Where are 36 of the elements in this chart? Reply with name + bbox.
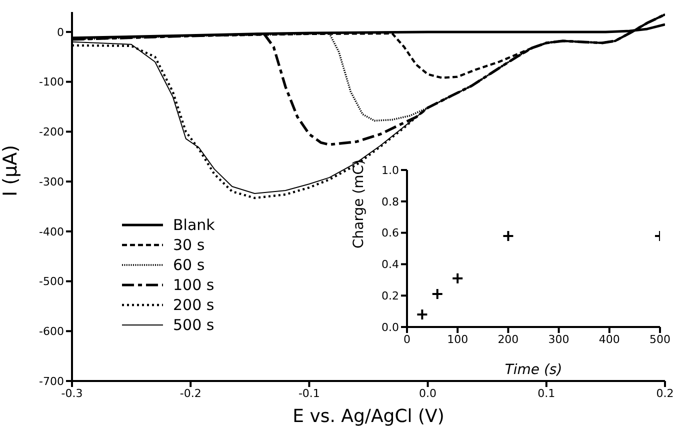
legend-label: 60 s	[173, 255, 205, 275]
y-tick-label: 0.0	[382, 320, 399, 334]
y-tick-label: -100	[39, 76, 64, 89]
x-tick-label: 0.2	[656, 386, 674, 400]
x-tick-label: -0.2	[180, 386, 202, 400]
x-tick-label: 300	[548, 332, 570, 346]
y-tick-label: -500	[39, 275, 64, 288]
x-tick-label: 400	[598, 332, 620, 346]
x-axis-title: Time (s)	[504, 362, 562, 378]
y-tick-label: 0.6	[382, 226, 399, 240]
y-tick-label: 0.4	[382, 258, 399, 272]
x-tick-label: 100	[447, 332, 468, 346]
x-tick-label: -0.3	[61, 386, 83, 400]
y-tick-label: 1.0	[382, 164, 399, 177]
y-tick-label: -600	[39, 325, 64, 338]
y-tick-label: 0	[57, 26, 64, 39]
y-tick-label: -700	[39, 374, 64, 388]
x-tick-label: 0.0	[419, 386, 437, 400]
y-tick-label: -200	[39, 126, 64, 139]
x-tick-label: -0.1	[298, 386, 320, 400]
x-tick-label: 200	[498, 332, 519, 346]
y-tick-label: -300	[39, 175, 64, 188]
legend-label: 30 s	[173, 235, 205, 255]
y-axis-title: I (µA)	[0, 144, 22, 196]
legend-label: 100 s	[173, 275, 214, 295]
y-axis-title: Charge (mC)	[350, 159, 367, 248]
legend-label: 500 s	[173, 315, 214, 335]
x-axis-title: E vs. Ag/AgCl (V)	[292, 406, 444, 426]
legend-label: Blank	[173, 215, 215, 235]
y-tick-label: -400	[39, 225, 64, 238]
x-tick-label: 500	[650, 332, 670, 346]
y-tick-label: 0.2	[382, 290, 399, 303]
y-tick-label: 0.8	[382, 195, 399, 208]
legend-label: 200 s	[173, 295, 214, 315]
x-tick-label: 0.1	[538, 386, 556, 400]
x-tick-label: 0	[404, 332, 410, 346]
